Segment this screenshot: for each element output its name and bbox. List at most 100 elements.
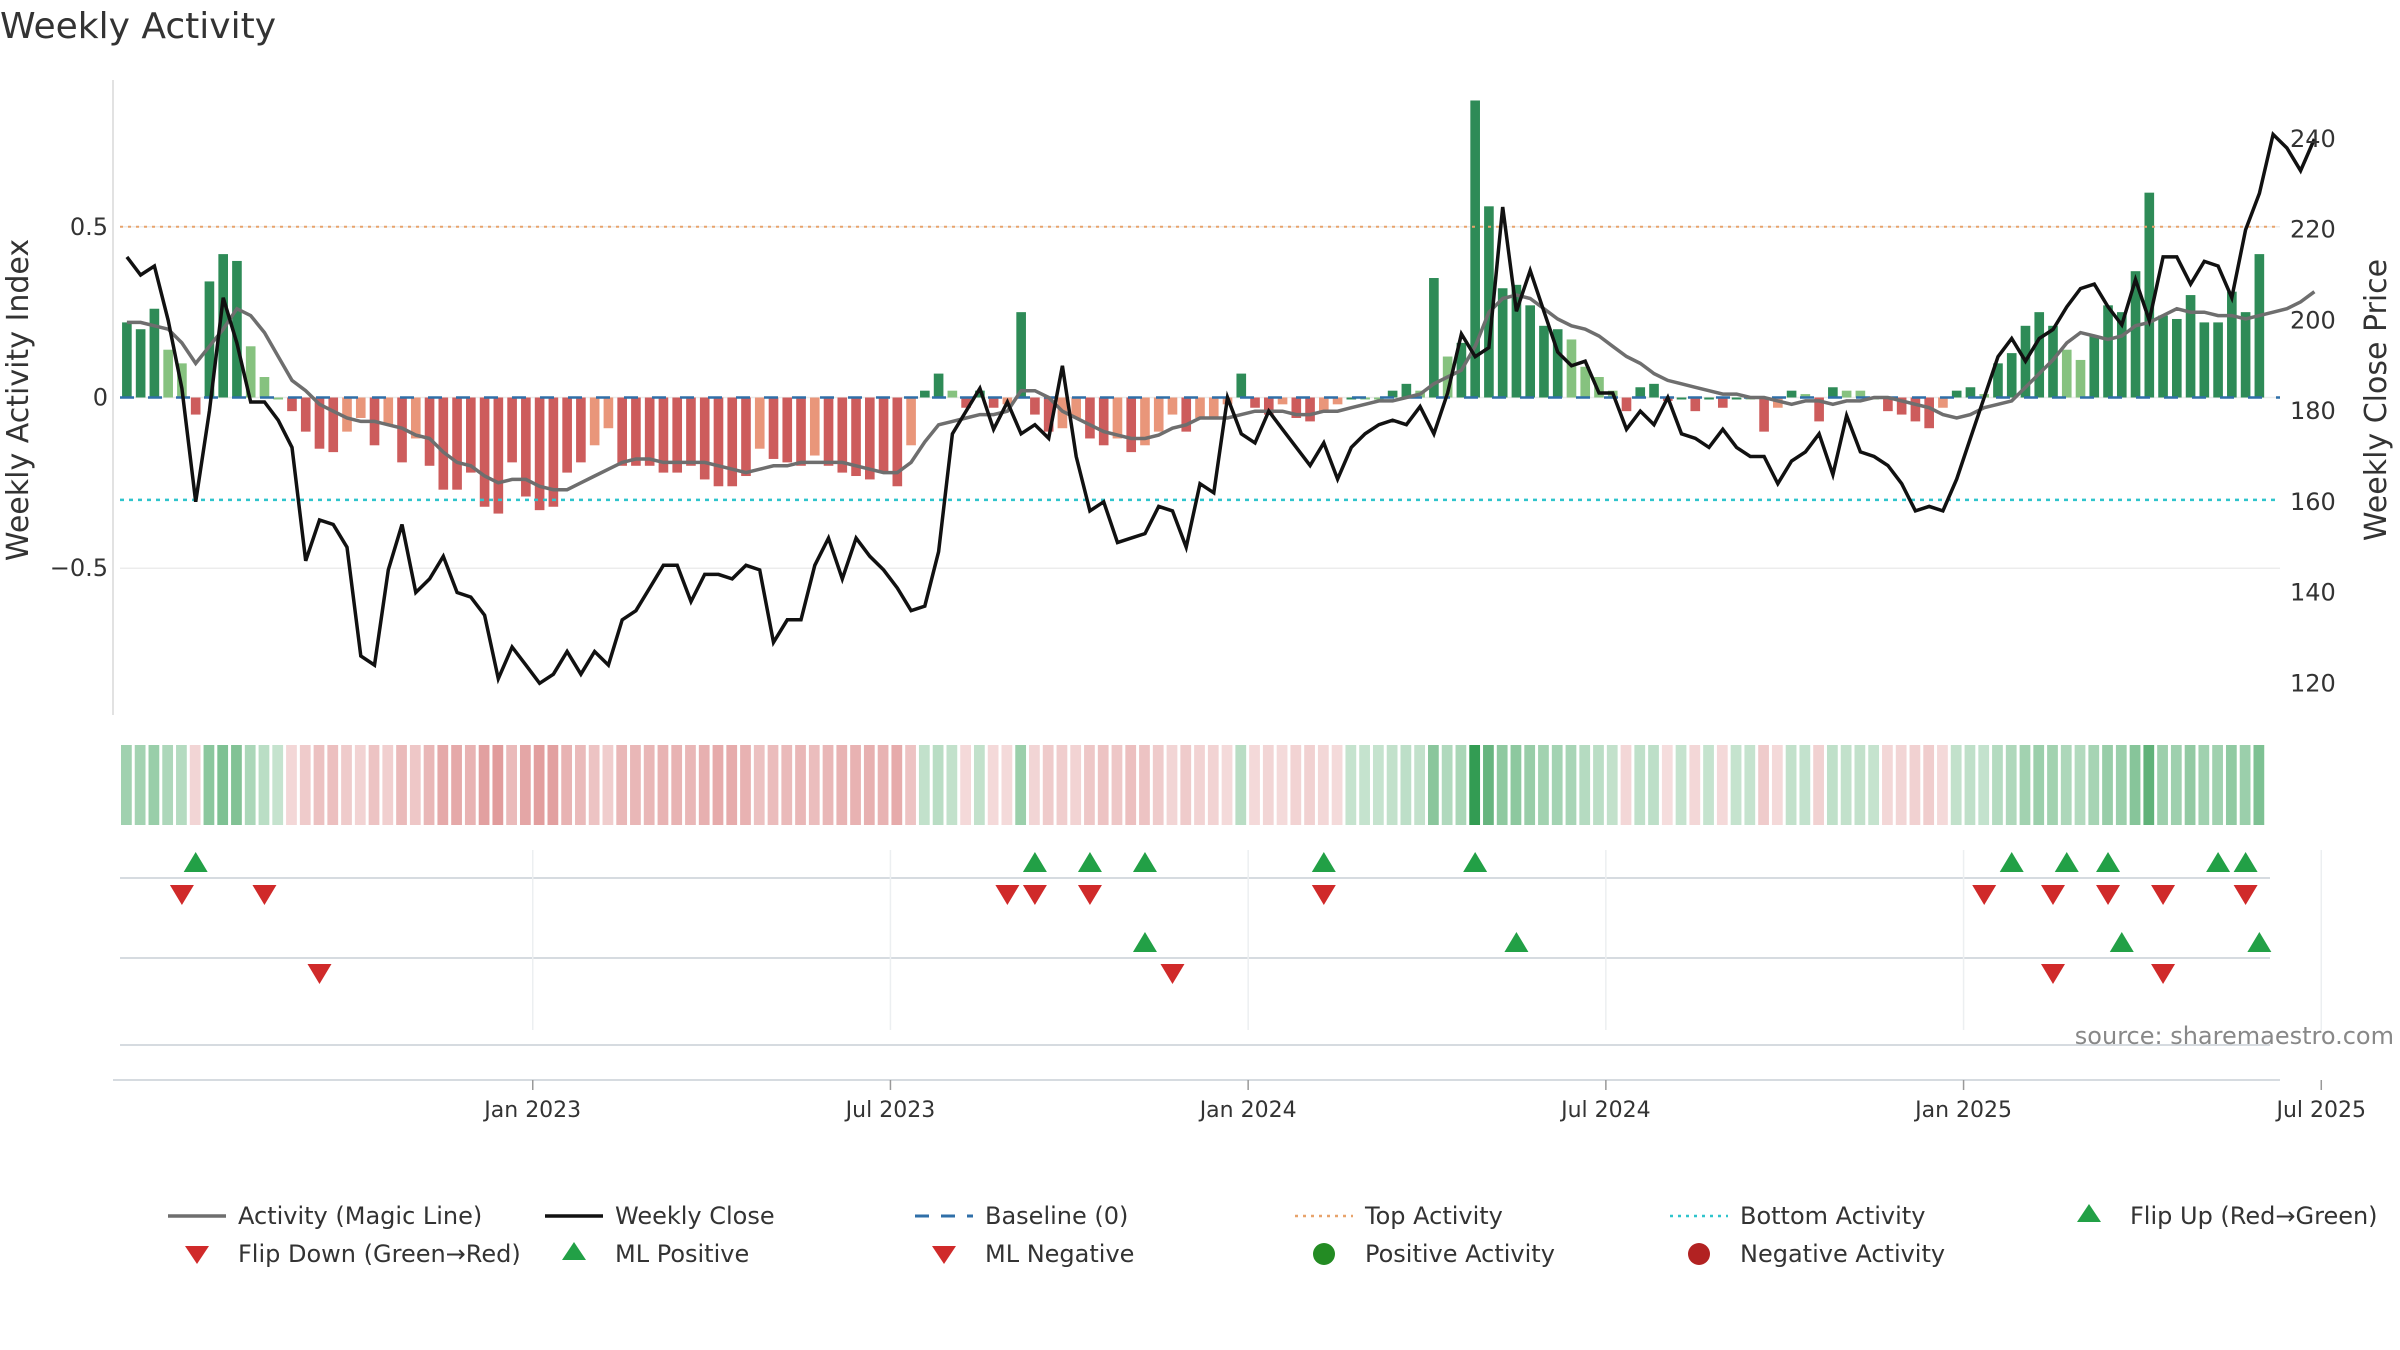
activity-bar: [2172, 318, 2182, 398]
activity-bar: [438, 397, 449, 490]
strip-cell: [1716, 745, 1728, 825]
activity-bar: [906, 397, 916, 446]
activity-bar: [2199, 322, 2210, 398]
x-tick-label: Jul 2025: [2275, 1098, 2367, 1123]
activity-bar: [1883, 397, 1893, 412]
activity-bar: [851, 397, 861, 477]
strip-cell: [1840, 745, 1852, 825]
strip-cell: [740, 745, 751, 825]
strip-cell: [1221, 745, 1233, 825]
activity-bar: [2240, 312, 2251, 398]
activity-bar: [1910, 397, 1921, 422]
flip-down-marker: [2151, 885, 2176, 905]
strip-cell: [1634, 745, 1646, 825]
activity-bar: [1896, 397, 1907, 415]
strip-cell: [519, 745, 531, 825]
strip-cell: [822, 745, 834, 825]
activity-bar: [2158, 315, 2168, 398]
magic-line-series: [126, 290, 2316, 492]
legend-item: Activity (Magic Line): [168, 1202, 482, 1230]
strip-cell: [1469, 745, 1481, 825]
activity-bar: [864, 397, 875, 480]
activity-bar: [534, 397, 545, 511]
activity-bar: [782, 397, 793, 463]
series-lines: [125, 130, 2317, 686]
activity-bar: [135, 329, 146, 398]
strip-cell: [2115, 745, 2127, 825]
ml-negative-marker: [307, 964, 332, 984]
strip-cell: [891, 745, 903, 825]
strip-cell: [492, 745, 504, 825]
activity-bar: [149, 308, 160, 398]
y-right-tick-label: 180: [2290, 397, 2336, 425]
legend-item: Negative Activity: [1688, 1240, 1945, 1268]
strip-cell: [189, 745, 201, 825]
activity-bar: [1043, 397, 1054, 432]
legend-item: ML Positive: [562, 1240, 749, 1268]
y-left-tick-label: 0.5: [70, 213, 108, 241]
activity-bar: [1387, 390, 1398, 398]
strip-cell: [313, 745, 325, 825]
flip-down-marker: [2096, 885, 2121, 905]
legend-item: Baseline (0): [915, 1202, 1128, 1230]
activity-bar: [1250, 397, 1260, 408]
activity-bar: [631, 397, 641, 466]
x-tick-label: Jan 2024: [1198, 1098, 1297, 1123]
strip-cell: [231, 745, 242, 825]
activity-bar: [603, 397, 614, 429]
strip-cell: [575, 745, 586, 825]
activity-bar: [2006, 353, 2017, 398]
activity-bar: [1374, 397, 1384, 400]
strip-cell: [1703, 745, 1714, 825]
strip-cell: [657, 745, 669, 825]
strip-cell: [781, 745, 793, 825]
ml-negative-marker: [2151, 964, 2176, 984]
flip-down-marker: [169, 885, 194, 905]
activity-bar: [1071, 397, 1081, 418]
strip-cell: [368, 745, 380, 825]
strip-cell: [423, 745, 435, 825]
activity-bar: [1497, 288, 1508, 398]
strip-cell: [1524, 745, 1536, 825]
weekly-close-series: [125, 130, 2317, 686]
activity-bar: [424, 397, 435, 466]
strip-cell: [1496, 745, 1508, 825]
legend-item: Flip Down (Green→Red): [185, 1240, 521, 1268]
activity-bar: [342, 397, 352, 432]
activity-bar: [617, 397, 627, 466]
strip-cell: [946, 745, 958, 825]
activity-bar: [1263, 397, 1274, 415]
flip-down-marker: [252, 885, 277, 905]
strip-cell: [2198, 745, 2210, 825]
strip-cell: [2239, 745, 2251, 825]
strip-cell: [1290, 745, 1302, 825]
strip-cell: [1414, 745, 1426, 825]
strip-cell: [121, 745, 132, 825]
strip-cell: [973, 745, 985, 825]
activity-bar: [658, 397, 669, 473]
strip-cell: [616, 745, 628, 825]
strip-cell: [1345, 745, 1357, 825]
activity-bar: [2089, 336, 2100, 398]
activity-bar: [686, 397, 696, 466]
strip-cell: [767, 745, 779, 825]
legend-label: Baseline (0): [985, 1202, 1128, 1230]
strip-cell: [1538, 745, 1549, 825]
activity-bar: [163, 349, 173, 398]
activity-bar: [2034, 312, 2045, 398]
activity-bar: [1635, 387, 1646, 398]
strip-cell: [1593, 745, 1604, 825]
strip-cell: [1689, 745, 1701, 825]
activity-bars: [122, 100, 2265, 514]
strip-cell: [905, 745, 916, 825]
strip-cell: [437, 745, 449, 825]
legend-label: ML Negative: [985, 1240, 1134, 1268]
activity-bar: [1938, 397, 1948, 408]
legend-swatch-circle: [1688, 1243, 1710, 1265]
strip-cell: [1551, 745, 1563, 825]
legend-label: Negative Activity: [1740, 1240, 1945, 1268]
strip-cell: [1978, 745, 1990, 825]
strip-cell: [2157, 745, 2168, 825]
activity-bar: [809, 397, 820, 456]
strip-cell: [2033, 745, 2045, 825]
